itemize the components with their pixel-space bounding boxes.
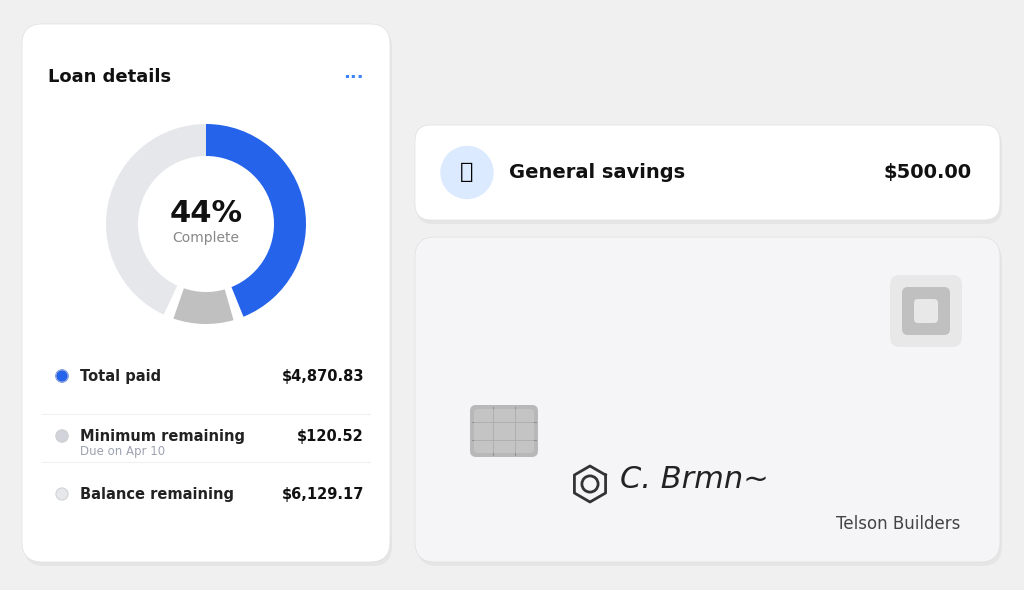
Circle shape	[56, 430, 68, 442]
FancyBboxPatch shape	[902, 287, 950, 335]
FancyBboxPatch shape	[417, 129, 1002, 224]
Text: $6,129.17: $6,129.17	[282, 487, 364, 502]
FancyBboxPatch shape	[417, 241, 1002, 566]
Text: C. Brmn~: C. Brmn~	[620, 464, 769, 493]
FancyBboxPatch shape	[22, 24, 390, 562]
Text: $4,870.83: $4,870.83	[282, 369, 364, 384]
Text: $120.52: $120.52	[297, 428, 364, 444]
Circle shape	[56, 488, 68, 500]
Circle shape	[441, 146, 493, 198]
Text: Due on Apr 10: Due on Apr 10	[80, 445, 165, 458]
Wedge shape	[106, 124, 206, 314]
Text: $500.00: $500.00	[884, 163, 972, 182]
FancyBboxPatch shape	[415, 125, 1000, 220]
Text: Complete: Complete	[172, 231, 240, 245]
FancyBboxPatch shape	[474, 409, 534, 453]
Text: ...: ...	[343, 64, 364, 82]
FancyBboxPatch shape	[415, 237, 1000, 562]
Circle shape	[56, 370, 68, 382]
Text: Minimum remaining: Minimum remaining	[80, 428, 245, 444]
FancyBboxPatch shape	[24, 28, 392, 566]
Wedge shape	[173, 289, 233, 324]
Text: 💰: 💰	[461, 162, 474, 182]
Text: Balance remaining: Balance remaining	[80, 487, 234, 502]
Text: 44%: 44%	[169, 199, 243, 228]
FancyBboxPatch shape	[914, 299, 938, 323]
Wedge shape	[206, 124, 306, 317]
FancyBboxPatch shape	[470, 405, 538, 457]
Text: Loan details: Loan details	[48, 68, 171, 86]
FancyBboxPatch shape	[890, 275, 962, 347]
Text: Telson Builders: Telson Builders	[836, 515, 961, 533]
Text: Total paid: Total paid	[80, 369, 161, 384]
Text: General savings: General savings	[509, 163, 685, 182]
